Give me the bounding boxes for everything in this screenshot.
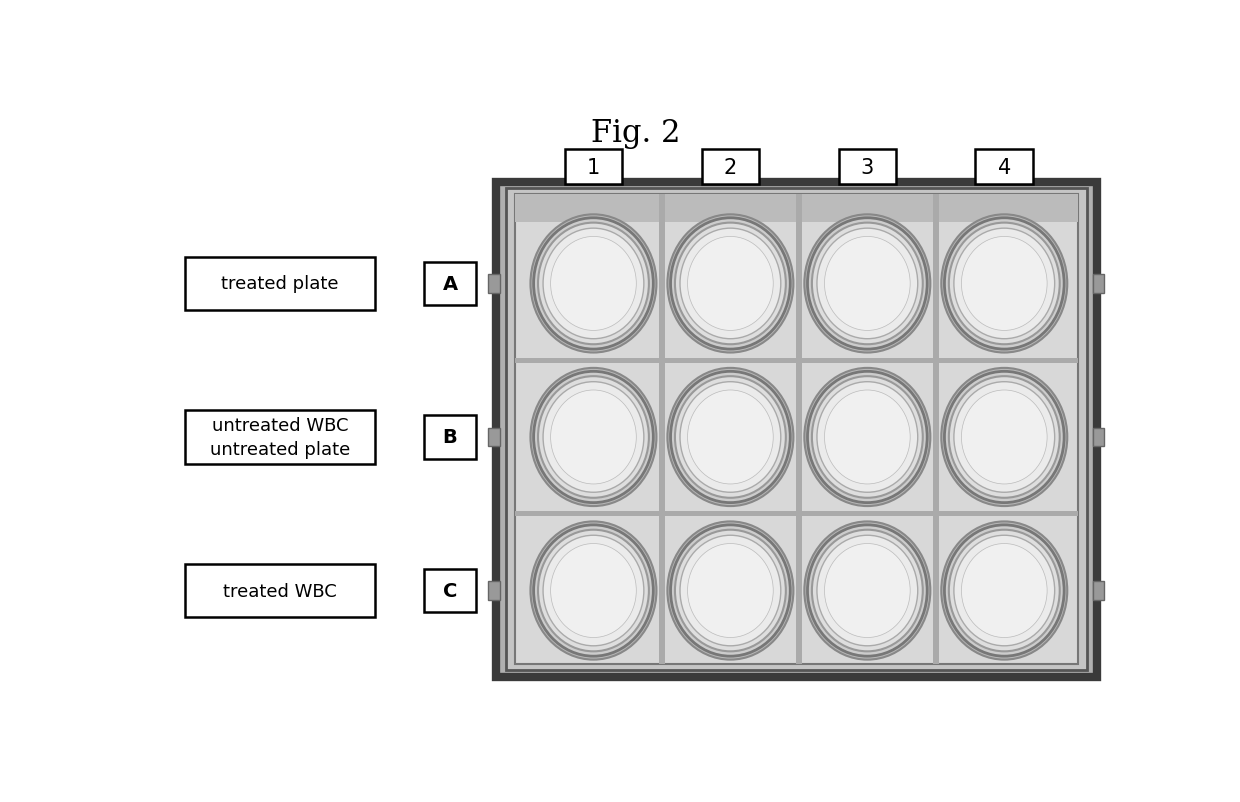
Ellipse shape [945,218,1064,350]
Bar [516,358,1078,363]
Ellipse shape [807,525,928,656]
Text: B: B [443,428,458,447]
Ellipse shape [531,368,656,506]
Ellipse shape [825,544,910,638]
Ellipse shape [961,391,1047,484]
Ellipse shape [680,536,781,646]
FancyBboxPatch shape [424,415,476,459]
Bar [796,195,802,664]
Bar [932,195,939,664]
Ellipse shape [543,229,644,339]
Ellipse shape [667,522,794,660]
Ellipse shape [687,544,774,638]
Ellipse shape [807,218,928,350]
Ellipse shape [531,522,656,660]
Ellipse shape [812,377,923,498]
Bar [516,195,1078,664]
Ellipse shape [945,525,1064,656]
Ellipse shape [825,391,910,484]
FancyBboxPatch shape [185,257,374,311]
Ellipse shape [825,237,910,331]
Ellipse shape [961,237,1047,331]
Bar [1092,428,1105,447]
Ellipse shape [949,377,1060,498]
Bar [489,275,500,294]
FancyBboxPatch shape [424,569,476,613]
Ellipse shape [538,377,649,498]
Ellipse shape [949,223,1060,345]
Ellipse shape [812,530,923,651]
Ellipse shape [551,544,636,638]
Ellipse shape [533,525,653,656]
FancyBboxPatch shape [976,150,1033,185]
Ellipse shape [671,372,790,503]
Ellipse shape [941,368,1068,506]
Text: treated WBC: treated WBC [223,581,337,600]
Ellipse shape [671,525,790,656]
Ellipse shape [533,218,653,350]
Text: 4: 4 [998,157,1011,177]
Ellipse shape [805,215,930,353]
Ellipse shape [667,368,794,506]
Ellipse shape [961,544,1047,638]
FancyBboxPatch shape [424,262,476,306]
Bar [1092,275,1105,294]
Ellipse shape [805,368,930,506]
Ellipse shape [954,383,1055,492]
Ellipse shape [945,372,1064,503]
Bar [516,195,1078,223]
Ellipse shape [941,215,1068,353]
Bar [489,428,500,447]
Ellipse shape [941,522,1068,660]
Bar [658,195,665,664]
Text: 3: 3 [861,157,874,177]
Text: treated plate: treated plate [221,275,339,293]
Text: C: C [443,581,458,600]
Ellipse shape [533,372,653,503]
FancyBboxPatch shape [838,150,897,185]
Bar [496,183,1096,677]
Ellipse shape [675,530,786,651]
Ellipse shape [675,223,786,345]
Ellipse shape [817,536,918,646]
FancyBboxPatch shape [185,564,374,618]
Ellipse shape [680,229,781,339]
Ellipse shape [551,237,636,331]
Ellipse shape [807,372,928,503]
Ellipse shape [954,536,1055,646]
Ellipse shape [949,530,1060,651]
Ellipse shape [667,215,794,353]
FancyBboxPatch shape [185,411,374,464]
Ellipse shape [817,383,918,492]
Ellipse shape [543,536,644,646]
Text: Fig. 2: Fig. 2 [590,118,681,149]
Text: A: A [443,274,458,294]
Ellipse shape [671,218,790,350]
Ellipse shape [551,391,636,484]
Ellipse shape [805,522,930,660]
Text: 1: 1 [587,157,600,177]
Ellipse shape [680,383,781,492]
Text: untreated WBC
untreated plate: untreated WBC untreated plate [210,417,350,458]
Ellipse shape [817,229,918,339]
Ellipse shape [812,223,923,345]
Ellipse shape [675,377,786,498]
Ellipse shape [543,383,644,492]
FancyBboxPatch shape [564,150,622,185]
Bar [516,512,1078,516]
Ellipse shape [687,391,774,484]
Text: 2: 2 [724,157,737,177]
Bar [1092,581,1105,600]
Bar [489,581,500,600]
Ellipse shape [531,215,656,353]
Ellipse shape [538,223,649,345]
FancyBboxPatch shape [702,150,759,185]
Ellipse shape [954,229,1055,339]
Bar [506,189,1087,670]
Ellipse shape [687,237,774,331]
Ellipse shape [538,530,649,651]
